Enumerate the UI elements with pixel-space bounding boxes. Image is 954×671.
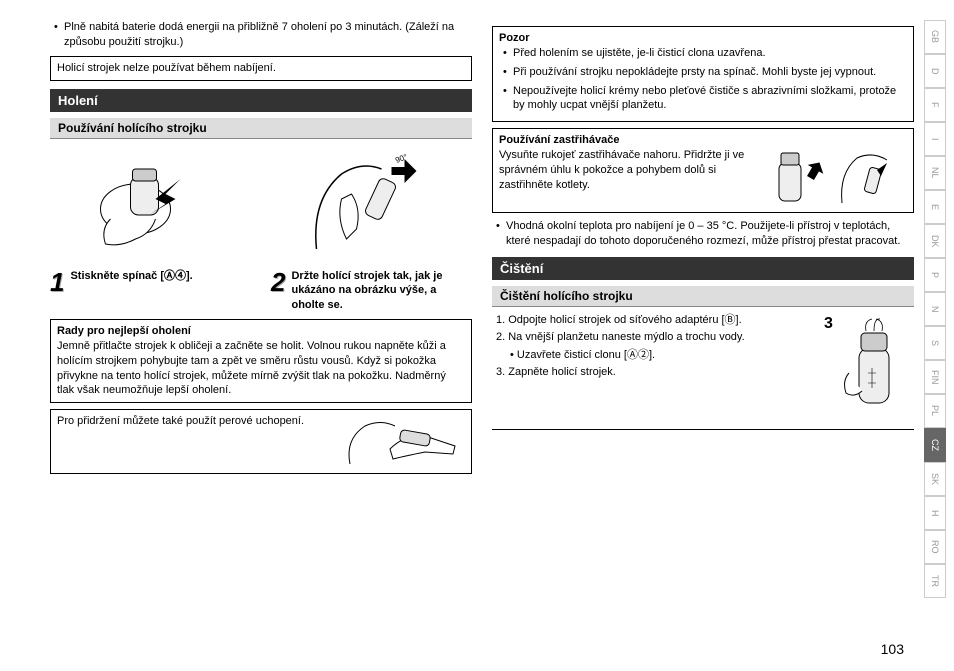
lang-tab-nl[interactable]: NL (924, 156, 946, 190)
lang-tab-sk[interactable]: SK (924, 462, 946, 496)
trimmer-box: Používání zastřihávače Vysuňte rukojeť z… (492, 128, 914, 213)
pozor-2: Při používání strojku nepokládejte prsty… (499, 65, 907, 80)
battery-bullet: Plně nabitá baterie dodá energii na přib… (50, 20, 472, 50)
cleaning-illustration: 3 (824, 313, 914, 423)
clean-2: Na vnější planžetu naneste mýdlo a troch… (508, 331, 744, 343)
illustration-step2: 90° (271, 149, 472, 259)
pozor-title: Pozor (499, 31, 907, 46)
divider (492, 429, 914, 430)
charge-warning: Holicí strojek nelze používat během nabí… (50, 56, 472, 81)
cleaning-steps: 1. Odpojte holicí strojek od síťového ad… (492, 313, 816, 423)
lang-tab-d[interactable]: D (924, 54, 946, 88)
trimmer-illus-1 (759, 148, 829, 208)
lang-tab-n[interactable]: N (924, 292, 946, 326)
lang-tab-ro[interactable]: RO (924, 530, 946, 564)
lang-tab-i[interactable]: I (924, 122, 946, 156)
subsection-using: Používání holícího strojku (50, 118, 472, 139)
lang-tab-pl[interactable]: PL (924, 394, 946, 428)
trimmer-body: Vysuňte rukojeť zastřihávače nahoru. Při… (499, 148, 751, 208)
clean-2-sub: Uzavřete čisticí clonu [Ⓐ②]. (517, 349, 655, 361)
pen-grip-text: Pro přidržení můžete také použít perové … (57, 414, 337, 429)
pen-grip-illustration (345, 414, 465, 469)
pen-grip-box: Pro přidržení můžete také použít perové … (50, 409, 472, 474)
step2-text: Držte holící strojek tak, jak je ukázáno… (291, 269, 472, 314)
tips-body: Jemně přitlačte strojek k obličeji a zač… (57, 339, 465, 398)
section-shaving: Holení (50, 89, 472, 112)
lang-tab-e[interactable]: E (924, 190, 946, 224)
step-number-1: 1 (50, 269, 64, 314)
lang-tab-s[interactable]: S (924, 326, 946, 360)
clean-3: Zapněte holicí strojek. (508, 366, 616, 378)
trimmer-illus-2 (837, 148, 907, 208)
illustration-step1 (50, 149, 251, 259)
pozor-3: Nepoužívejte holicí krémy nebo pleťové č… (499, 84, 907, 114)
pozor-box: Pozor Před holením se ujistěte, je-li či… (492, 26, 914, 122)
pozor-1: Před holením se ujistěte, je-li čisticí … (499, 46, 907, 61)
clean-1: Odpojte holicí strojek od síťového adapt… (508, 314, 741, 326)
language-tabs: GBDFINLEDKPNSFINPLCZSKHROTR (924, 20, 946, 598)
trimmer-title: Používání zastřihávače (499, 133, 907, 148)
page-number: 103 (881, 641, 904, 657)
lang-tab-h[interactable]: H (924, 496, 946, 530)
step-number-2: 2 (271, 269, 285, 314)
step1-text: Stiskněte spínač [Ⓐ④]. (70, 269, 192, 314)
temp-bullet: Vhodná okolní teplota pro nabíjení je 0 … (492, 219, 914, 249)
lang-tab-f[interactable]: F (924, 88, 946, 122)
subsection-cleaning: Čištění holícího strojku (492, 286, 914, 307)
section-cleaning: Čištění (492, 257, 914, 280)
lang-tab-fin[interactable]: FIN (924, 360, 946, 394)
lang-tab-dk[interactable]: DK (924, 224, 946, 258)
lang-tab-tr[interactable]: TR (924, 564, 946, 598)
lang-tab-gb[interactable]: GB (924, 20, 946, 54)
lang-tab-p[interactable]: P (924, 258, 946, 292)
cleaning-fig-number: 3 (824, 315, 833, 333)
lang-tab-cz[interactable]: CZ (924, 428, 946, 462)
tips-title: Rady pro nejlepší oholení (57, 324, 465, 339)
tips-box: Rady pro nejlepší oholení Jemně přitlačt… (50, 319, 472, 403)
